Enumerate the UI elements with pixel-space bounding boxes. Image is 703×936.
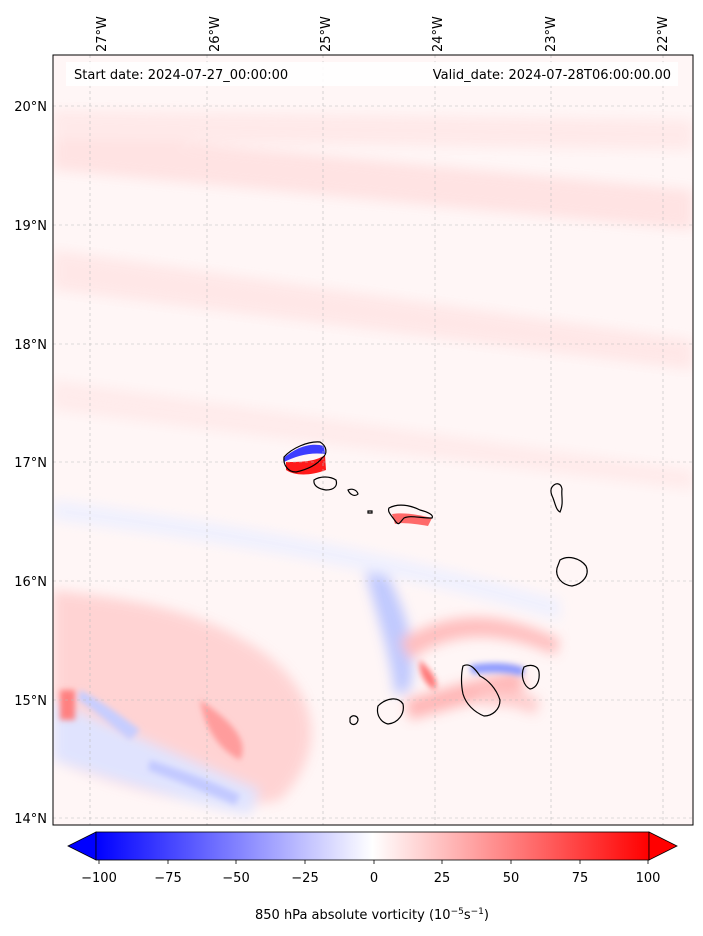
colorbar-tick-label: 75 (572, 871, 589, 886)
island-santiago (460, 664, 501, 717)
island-brava (349, 715, 359, 726)
lon-tick-label: 26°W (208, 16, 223, 52)
colorbar-tick-label: −75 (154, 871, 181, 886)
colorbar-tick-label: 25 (434, 871, 451, 886)
island-boa-vista (556, 556, 588, 587)
lat-tick-label: 20°N (14, 100, 47, 115)
colorbar-tick-label: −25 (291, 871, 318, 886)
info-box (66, 62, 678, 86)
colorbar-extend-min (67, 831, 97, 861)
island-sao-nicolau (387, 504, 433, 525)
island-santa-luzia (347, 488, 359, 496)
island-sao-vicente (313, 476, 338, 491)
island-maio (521, 664, 540, 690)
island-branco (367, 510, 373, 514)
lon-tick-label: 25°W (319, 16, 334, 52)
island-santo-antao (283, 441, 327, 473)
colorbar-extend-max (648, 831, 678, 861)
lon-tick-label: 22°W (656, 16, 671, 52)
colorbar-tick-label: −100 (81, 871, 117, 886)
colorbar-gradient (95, 831, 650, 861)
lat-tick-label: 18°N (14, 338, 47, 353)
lat-tick-label: 15°N (14, 694, 47, 709)
lon-tick-label: 24°W (431, 16, 446, 52)
colorbar-tick-label: −50 (222, 871, 249, 886)
map-plot-area: Start date: 2024-07-27_00:00:00 Valid_da… (52, 54, 694, 826)
colorbar-tick-label: 50 (503, 871, 520, 886)
colorbar-tick-label: 100 (636, 871, 661, 886)
lat-tick-label: 14°N (14, 812, 47, 827)
gridlines (53, 55, 693, 825)
vorticity-field (53, 110, 693, 815)
lat-tick-label: 16°N (14, 575, 47, 590)
colorbar-title: 850 hPa absolute vorticity (10−5s−1) (255, 907, 489, 923)
valid-date-label: Valid_date: 2024-07-28T06:00:00.00 (433, 68, 671, 83)
latitude-ticks: 20°N 19°N 18°N 17°N 16°N 15°N 14°N (14, 100, 47, 827)
lat-tick-label: 17°N (14, 456, 47, 471)
colorbar-ticks (98, 860, 649, 864)
map-frame (52, 54, 694, 826)
island-fogo (376, 698, 404, 725)
lon-tick-label: 27°W (95, 16, 110, 52)
start-date-label: Start date: 2024-07-27_00:00:00 (74, 68, 288, 83)
island-coastlines (283, 441, 588, 726)
longitude-ticks: 27°W 26°W 25°W 24°W 23°W 22°W (95, 16, 671, 52)
lon-tick-label: 23°W (544, 16, 559, 52)
colorbar-tick-label: 0 (370, 871, 378, 886)
colorbar: −100 −75 −50 −25 0 25 50 75 100 850 hPa … (67, 831, 678, 923)
lat-tick-label: 19°N (14, 219, 47, 234)
island-sal (550, 483, 563, 513)
